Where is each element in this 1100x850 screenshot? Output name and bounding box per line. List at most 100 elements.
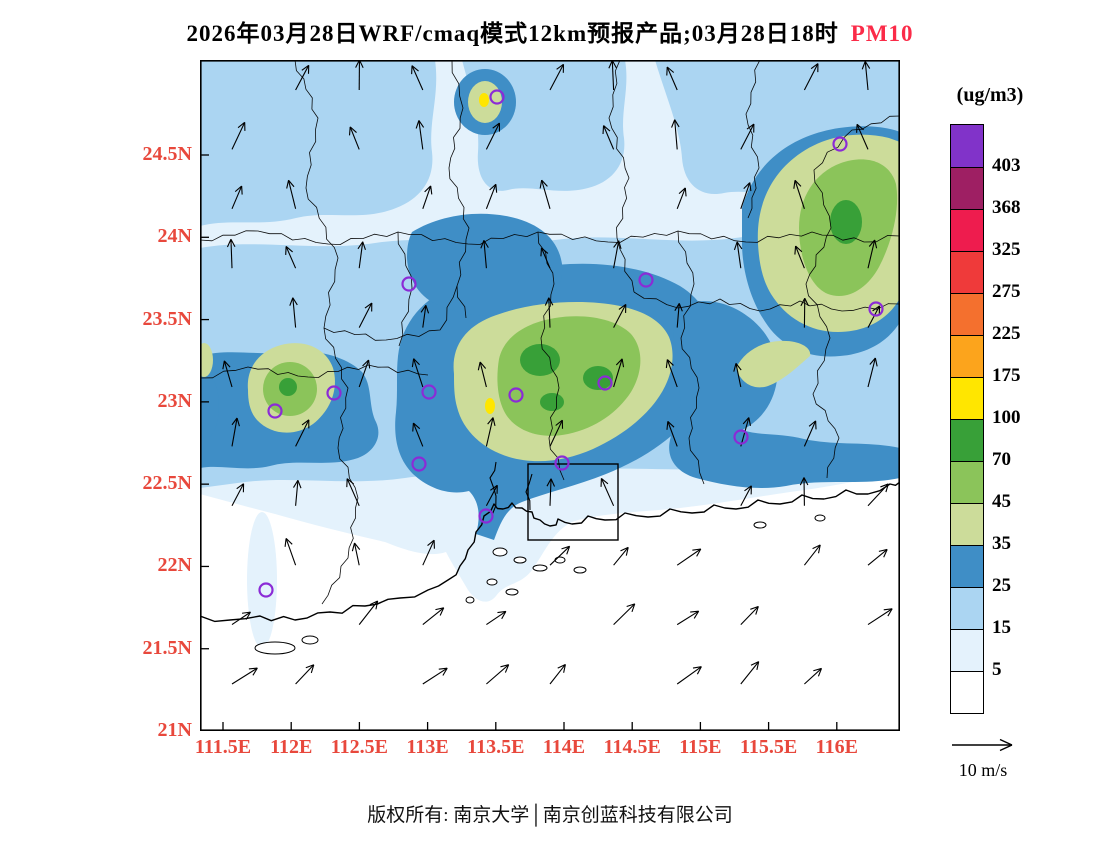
wind-vector-head: [666, 66, 675, 73]
wind-vector-head: [804, 298, 809, 307]
colorbar-tick-label: 45: [992, 491, 1011, 512]
wind-vector-head: [693, 610, 700, 619]
wind-vector-head: [362, 359, 370, 367]
station-marker: [554, 455, 570, 471]
wind-vector: [803, 544, 821, 566]
wind-vector-head: [800, 297, 806, 307]
island: [486, 578, 498, 586]
colorbar-tick-label: 5: [992, 659, 1002, 680]
colorbar-tick-label: 100: [992, 407, 1021, 428]
fill-70-100: [583, 366, 613, 390]
province-boundary: [805, 115, 901, 479]
wind-vector: [740, 661, 760, 685]
map-svg: [193, 59, 901, 732]
colorbar-segment: [951, 125, 983, 167]
wind-vector: [676, 548, 702, 566]
wind-vector-head: [439, 607, 445, 616]
lat-tick-label: 24.5N: [142, 143, 192, 165]
colorbar-segment: [951, 293, 983, 335]
wind-reference-arrow: [952, 738, 1013, 752]
colorbar-segment: [951, 545, 983, 587]
station-markers: [258, 89, 884, 598]
lon-tick-label: 113.5E: [467, 736, 525, 758]
wind-vector-head: [504, 664, 510, 673]
station-marker: [401, 276, 417, 292]
colorbar-tick-label: 403: [992, 155, 1021, 176]
wind-vector-head: [489, 183, 497, 191]
station-marker: [421, 384, 437, 400]
wind-vector-head: [696, 548, 702, 557]
wind-vector-head: [435, 607, 444, 611]
wind-vector: [422, 607, 445, 626]
fill-15-25: [200, 60, 437, 226]
wind-vector-head: [284, 538, 287, 547]
wind-vector: [740, 606, 759, 625]
wind-vector: [422, 539, 435, 566]
wind-vector-head: [817, 544, 821, 554]
wind-vector-head: [750, 661, 759, 666]
wind-vector-head: [222, 360, 225, 370]
province-boundary: [199, 364, 429, 379]
wind-vector: [422, 667, 448, 685]
wind-vector-head: [477, 361, 481, 371]
wind-vector-head: [602, 125, 605, 135]
wind-vector-head: [872, 305, 880, 312]
wind-vector: [666, 66, 678, 91]
wind-vector: [485, 184, 497, 209]
wind-vector-head: [236, 483, 244, 490]
wind-vector-head: [608, 60, 613, 69]
wind-vector-head: [226, 239, 232, 248]
island: [814, 514, 826, 522]
station-marker: [832, 136, 848, 152]
province-boundary: [294, 59, 359, 605]
wind-vector-head: [231, 417, 238, 426]
wind-vector-head: [411, 65, 419, 72]
wind-vector: [358, 302, 373, 328]
wind-vector: [412, 422, 424, 447]
wind-vector-head: [546, 478, 552, 487]
admin-boundaries: [199, 59, 901, 605]
wind-vector-head: [563, 664, 566, 673]
wind-vector: [231, 483, 245, 507]
wind-vector-head: [539, 179, 543, 189]
wind-vector: [295, 480, 299, 506]
wind-vector: [231, 185, 243, 210]
wind-vector-head: [742, 417, 750, 425]
wind-vector-head: [301, 419, 310, 426]
wind-vector-head: [285, 246, 293, 253]
island: [301, 635, 319, 645]
wind-vector: [613, 304, 627, 328]
wind-vector-head: [861, 61, 866, 70]
wind-vector: [483, 240, 487, 269]
wind-vector: [422, 305, 427, 328]
wind-vector-head: [348, 126, 351, 136]
wind-vector-head: [601, 477, 609, 485]
province-boundary: [448, 59, 470, 319]
station-marker: [258, 582, 274, 598]
wind-vector-head: [678, 303, 683, 312]
wind-vector-head: [413, 422, 421, 430]
fill-25-35: [669, 301, 900, 489]
wind-vector-head: [883, 549, 888, 558]
coastline: [199, 481, 901, 623]
wind-vector: [485, 417, 494, 447]
wind-vector: [295, 65, 310, 91]
fill-100-175: [485, 398, 495, 414]
province-boundary: [633, 291, 901, 312]
island: [513, 556, 527, 564]
fill-70-100: [279, 378, 297, 396]
wind-vector-head: [794, 246, 797, 255]
wind-vector: [540, 247, 551, 269]
wind-vector: [413, 358, 424, 388]
wind-vector-head: [620, 546, 629, 552]
wind-vector-head: [541, 179, 548, 187]
island: [465, 596, 475, 604]
lat-tick-label: 23.5N: [142, 307, 192, 330]
wind-vector: [295, 664, 315, 685]
wind-vector-head: [795, 245, 803, 253]
wind-legend: 10 m/s: [944, 734, 1022, 781]
colorbar-segment: [951, 629, 983, 671]
fill-35-45: [195, 343, 213, 377]
colorbar-segment: [951, 335, 983, 377]
wind-vector-head: [631, 603, 636, 613]
